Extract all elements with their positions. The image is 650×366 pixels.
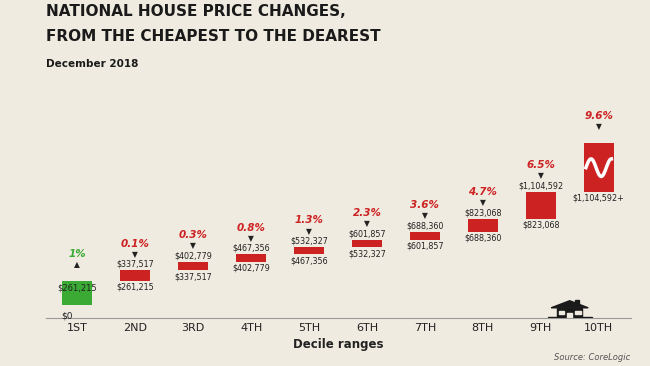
Bar xyxy=(236,254,266,262)
Bar xyxy=(526,192,556,219)
Text: $467,356: $467,356 xyxy=(232,244,270,253)
Text: ▼: ▼ xyxy=(538,171,543,180)
Bar xyxy=(567,313,572,318)
Text: 0.1%: 0.1% xyxy=(121,239,150,249)
Text: ▼: ▼ xyxy=(133,250,138,259)
Text: $532,327: $532,327 xyxy=(290,237,328,246)
Text: 9.6%: 9.6% xyxy=(584,111,613,122)
Text: ▼: ▼ xyxy=(248,234,254,243)
Bar xyxy=(410,232,440,240)
Text: $688,360: $688,360 xyxy=(464,234,502,243)
Bar xyxy=(62,280,92,305)
Text: ▼: ▼ xyxy=(422,212,428,220)
Text: ▼: ▼ xyxy=(480,198,486,207)
X-axis label: Decile ranges: Decile ranges xyxy=(292,338,384,351)
Text: 4.7%: 4.7% xyxy=(469,187,497,197)
Text: $402,779: $402,779 xyxy=(174,251,212,260)
Bar xyxy=(575,311,580,314)
Text: December 2018: December 2018 xyxy=(46,59,138,68)
Text: $1,104,592: $1,104,592 xyxy=(518,182,564,190)
Text: $601,857: $601,857 xyxy=(406,242,444,251)
Text: $688,360: $688,360 xyxy=(406,221,443,231)
Text: FROM THE CHEAPEST TO THE DEAREST: FROM THE CHEAPEST TO THE DEAREST xyxy=(46,29,380,44)
Text: $823,068: $823,068 xyxy=(464,208,502,217)
Text: 6.5%: 6.5% xyxy=(526,160,555,170)
Text: NATIONAL HOUSE PRICE CHANGES,: NATIONAL HOUSE PRICE CHANGES, xyxy=(46,4,345,19)
Text: $261,215: $261,215 xyxy=(116,282,154,291)
Bar xyxy=(584,143,614,192)
Text: 1%: 1% xyxy=(68,249,86,259)
Text: $0: $0 xyxy=(61,312,73,321)
Text: ▼: ▼ xyxy=(190,241,196,250)
Text: $402,779: $402,779 xyxy=(232,264,270,273)
Text: $532,327: $532,327 xyxy=(348,249,386,258)
Bar xyxy=(178,262,208,270)
Text: ▼: ▼ xyxy=(595,123,602,131)
Text: ▲: ▲ xyxy=(74,260,81,269)
Text: 0.3%: 0.3% xyxy=(179,230,207,240)
Text: $261,215: $261,215 xyxy=(58,284,97,293)
Text: $601,857: $601,857 xyxy=(348,229,385,238)
Bar xyxy=(468,219,498,232)
Text: $1,104,592+: $1,104,592+ xyxy=(573,194,625,203)
Text: ▼: ▼ xyxy=(364,219,370,228)
Bar xyxy=(294,247,324,254)
Text: $823,068: $823,068 xyxy=(522,221,560,230)
Bar xyxy=(352,240,382,247)
Text: $337,517: $337,517 xyxy=(116,260,154,269)
Text: $337,517: $337,517 xyxy=(174,272,212,281)
Bar xyxy=(575,300,578,306)
Text: 0.8%: 0.8% xyxy=(237,223,266,232)
Bar xyxy=(557,308,582,318)
Bar xyxy=(120,270,150,280)
Polygon shape xyxy=(551,301,588,308)
Text: 3.6%: 3.6% xyxy=(410,200,439,210)
Text: $467,356: $467,356 xyxy=(291,256,328,265)
Bar xyxy=(548,317,592,318)
Bar xyxy=(559,311,564,314)
Text: Source: CoreLogic: Source: CoreLogic xyxy=(554,353,630,362)
Text: 2.3%: 2.3% xyxy=(352,208,382,218)
Text: 1.3%: 1.3% xyxy=(294,216,324,225)
Text: ▼: ▼ xyxy=(306,227,312,236)
